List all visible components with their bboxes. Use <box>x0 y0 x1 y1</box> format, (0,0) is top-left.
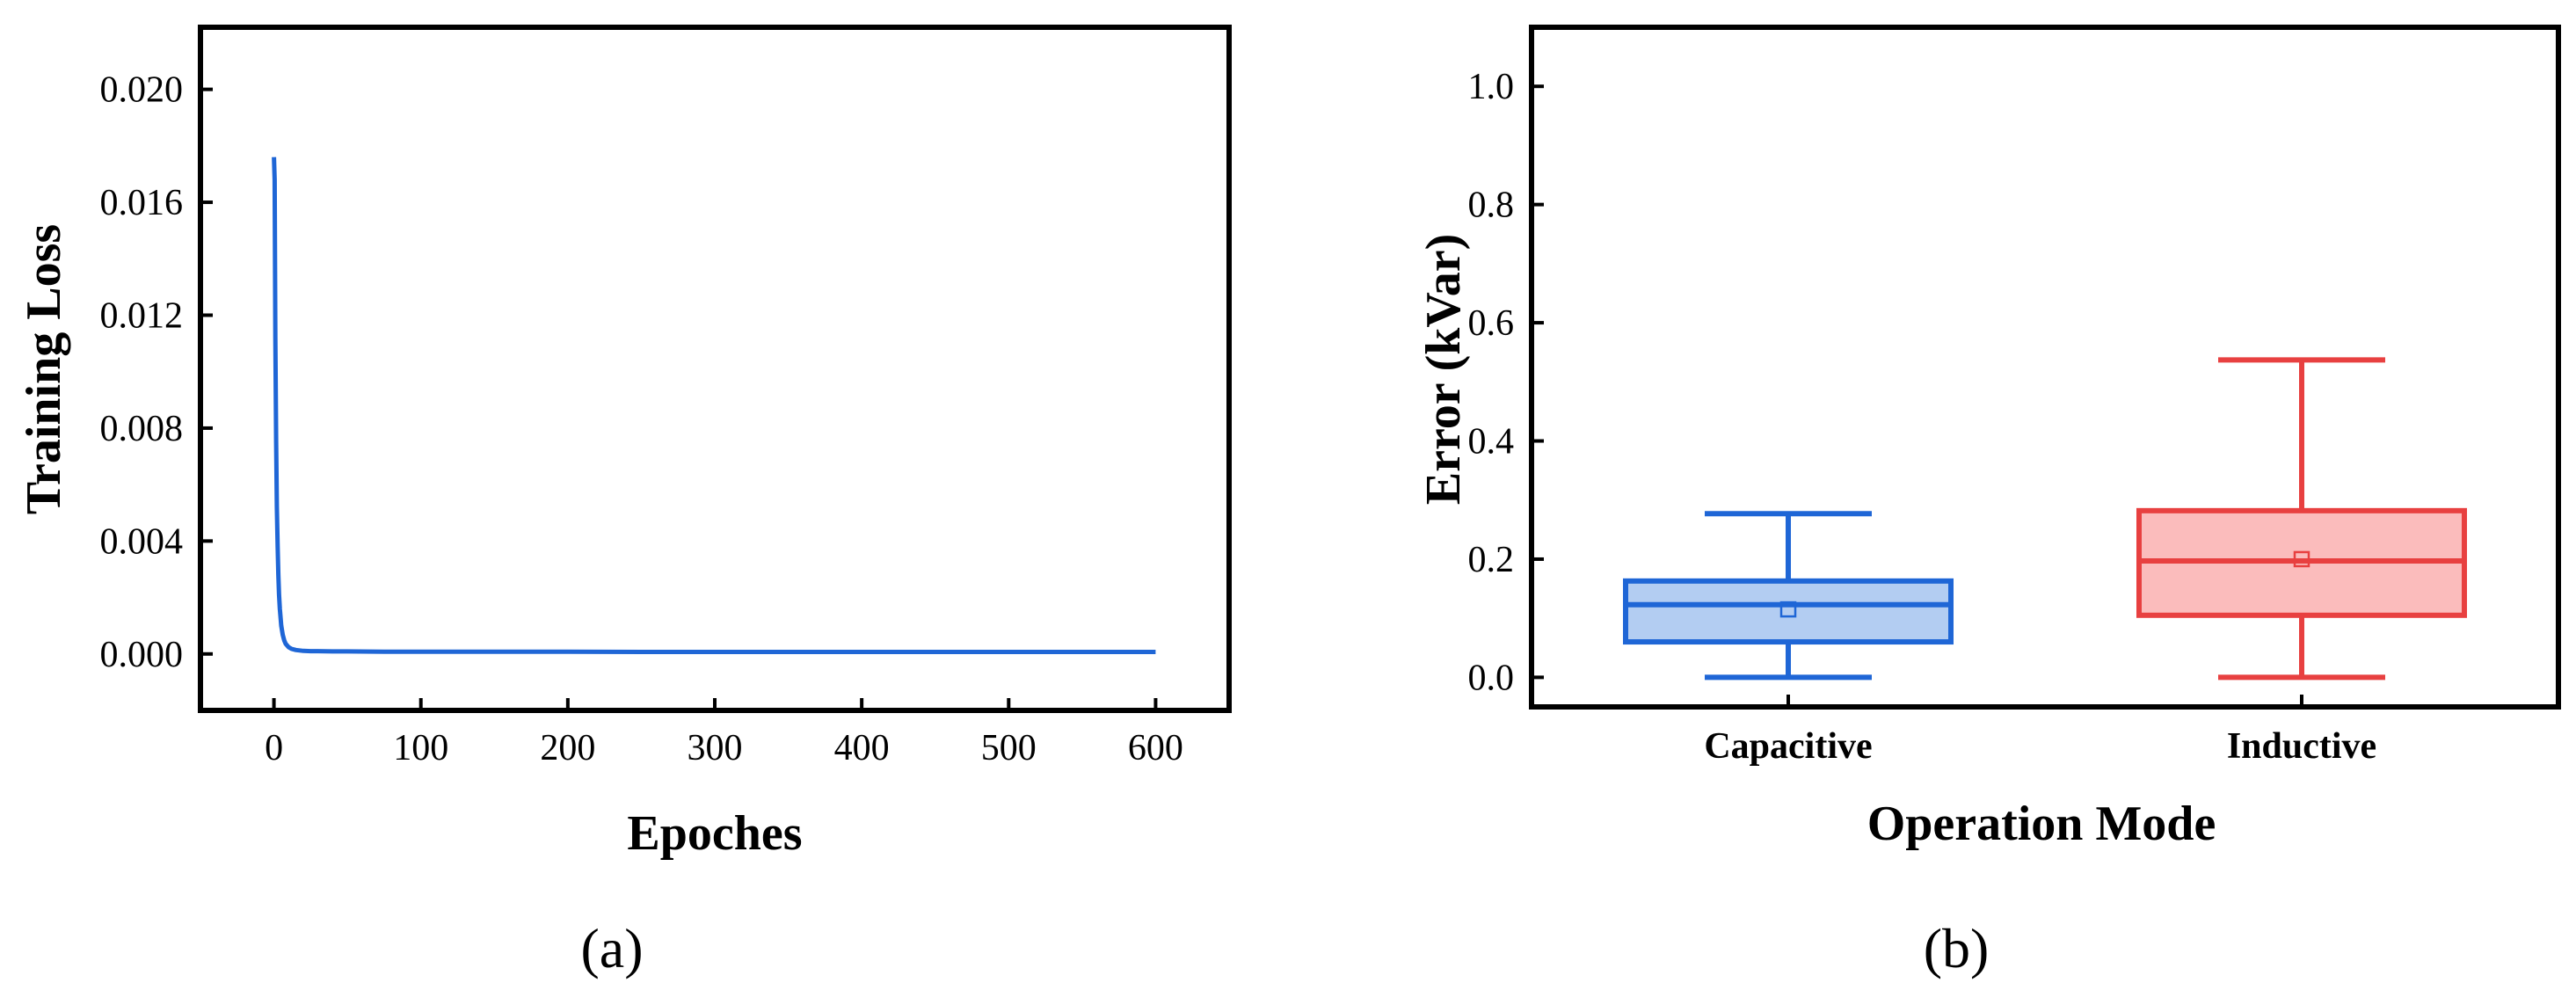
panel-b-y-tick-label: 0.4 <box>1468 422 1515 462</box>
panel-a-training-loss: 0.000 0.004 0.008 0.012 0.016 0.020 0 100 200 30… <box>17 25 1232 979</box>
panel-a-y-tick-label: 0.020 <box>100 70 184 111</box>
box-capacitive <box>1623 511 1954 681</box>
panel-a-x-tick-label: 500 <box>981 728 1037 768</box>
panel-a-x-axis-title: Epoches <box>627 806 802 861</box>
panel-a-y-tick-label: 0.000 <box>100 635 184 675</box>
panel-b-y-axis-title: Error (kVar) <box>1416 234 1471 506</box>
panel-b-y-tick-label: 0.6 <box>1468 303 1515 344</box>
panel-a-y-tick-label: 0.016 <box>100 183 184 223</box>
panel-a-y-ticks: 0.000 0.004 0.008 0.012 0.016 0.020 <box>100 70 213 675</box>
box-iqr <box>1623 578 1954 645</box>
panel-b-y-tick-label: 0.8 <box>1468 186 1515 226</box>
panel-b-label: (b) <box>1924 917 1990 979</box>
panel-a-x-tick-label: 600 <box>1128 728 1183 768</box>
panel-b-x-axis-title: Operation Mode <box>1867 797 2216 851</box>
panel-b-y-ticks: 0.0 0.2 0.4 0.6 0.8 1.0 <box>1468 67 1544 698</box>
panel-a-plot-frame <box>198 25 1232 713</box>
panel-a-y-tick-label: 0.004 <box>100 521 184 562</box>
panel-a-y-tick-label: 0.008 <box>100 409 184 449</box>
panel-a-x-tick-label: 0 <box>265 728 283 768</box>
panel-b-plot-frame <box>1529 25 2561 710</box>
panel-a-label: (a) <box>580 917 643 979</box>
panel-b-y-tick-label: 0.2 <box>1468 540 1515 580</box>
panel-a-series <box>272 157 1156 654</box>
panel-a-x-ticks: 0 100 200 300 400 500 600 <box>265 698 1183 768</box>
panel-a-x-tick-label: 100 <box>393 728 448 768</box>
panel-a-y-tick-label: 0.012 <box>100 295 184 336</box>
box-mean-marker <box>2293 550 2310 568</box>
panel-a-x-tick-label: 200 <box>540 728 595 768</box>
panel-b-boxes <box>1623 357 2467 681</box>
box-mean-marker <box>1779 601 1797 618</box>
box-inductive <box>2136 357 2467 681</box>
panel-b-category-label: Inductive <box>2227 726 2376 767</box>
panel-b-category-labels: Capacitive Inductive <box>1704 695 2376 767</box>
panel-a-loss-line <box>272 157 1156 654</box>
panel-a-y-axis-title: Training Loss <box>17 224 71 514</box>
panel-b-y-tick-label: 0.0 <box>1468 658 1515 698</box>
panel-a-x-tick-label: 400 <box>834 728 890 768</box>
panel-b-error-boxplot: 0.0 0.2 0.4 0.6 0.8 1.0 Capacitive Inductive E… <box>1416 25 2561 979</box>
panel-b-category-label: Capacitive <box>1704 726 1872 767</box>
panel-b-y-tick-label: 1.0 <box>1468 67 1515 107</box>
panel-a-x-tick-label: 300 <box>688 728 743 768</box>
